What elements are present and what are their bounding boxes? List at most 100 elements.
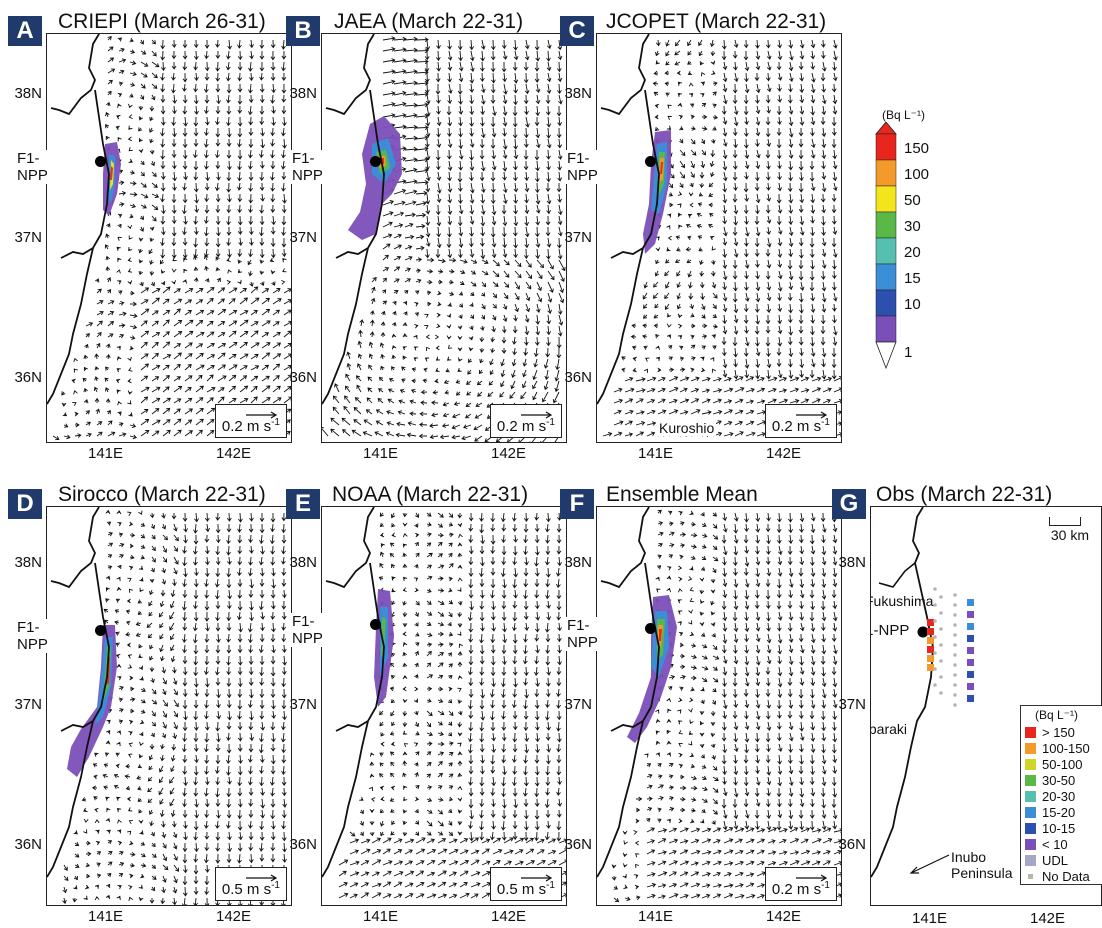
velocity-arrow xyxy=(733,95,737,103)
velocity-arrow xyxy=(183,40,187,48)
velocity-arrow xyxy=(767,62,771,70)
velocity-arrow xyxy=(821,73,825,81)
velocity-arrow xyxy=(415,663,419,667)
flow-field-e xyxy=(322,507,566,905)
velocity-arrow xyxy=(438,259,445,263)
velocity-arrow xyxy=(117,116,121,120)
velocity-arrow xyxy=(130,544,133,548)
velocity-arrow xyxy=(535,513,539,520)
velocity-arrow xyxy=(84,400,88,404)
velocity-arrow xyxy=(271,832,275,840)
velocity-arrow xyxy=(678,600,682,603)
velocity-arrow xyxy=(282,216,286,225)
velocity-arrow xyxy=(680,840,688,844)
velocity-arrow xyxy=(757,839,764,843)
velocity-arrow xyxy=(251,343,259,348)
velocity-arrow xyxy=(636,389,645,393)
velocity-arrow xyxy=(183,106,187,114)
velocity-arrow xyxy=(140,282,144,286)
velocity-arrow xyxy=(504,271,509,277)
velocity-arrow xyxy=(172,249,176,258)
velocity-arrow xyxy=(778,227,782,234)
velocity-arrow xyxy=(669,764,673,767)
velocity-arrow xyxy=(106,576,110,580)
velocity-arrow xyxy=(260,590,264,598)
velocity-arrow xyxy=(138,764,142,767)
velocity-arrow xyxy=(218,376,226,381)
velocity-arrow xyxy=(524,590,528,598)
velocity-arrow xyxy=(370,774,374,777)
velocity-arrow xyxy=(467,381,471,385)
velocity-arrow xyxy=(514,73,518,83)
velocity-arrow xyxy=(470,194,474,203)
velocity-arrow xyxy=(832,348,836,357)
velocity-arrow xyxy=(174,689,178,695)
velocity-arrow xyxy=(152,311,158,315)
velocity-arrow xyxy=(491,95,495,103)
velocity-arrow xyxy=(733,84,737,93)
velocity-arrow xyxy=(481,689,485,698)
velocity-arrow xyxy=(469,689,473,697)
velocity-arrow xyxy=(471,872,480,876)
velocity-arrow xyxy=(491,40,495,49)
velocity-arrow xyxy=(700,590,704,594)
velocity-arrow xyxy=(130,170,134,174)
velocity-arrow xyxy=(174,332,182,338)
velocity-arrow xyxy=(789,590,793,598)
velocity-arrow xyxy=(271,40,275,48)
velocity-arrow xyxy=(273,310,279,315)
velocity-arrow xyxy=(832,799,836,807)
velocity-arrow xyxy=(524,711,528,719)
velocity-arrow xyxy=(148,788,152,792)
velocity-arrow xyxy=(272,579,276,588)
velocity-arrow xyxy=(633,830,636,834)
velocity-arrow xyxy=(676,40,681,46)
velocity-arrow xyxy=(512,359,516,366)
velocity-arrow xyxy=(723,271,727,280)
velocity-arrow xyxy=(173,524,177,531)
velocity-arrow xyxy=(480,733,484,742)
velocity-arrow xyxy=(735,432,743,436)
velocity-arrow xyxy=(669,387,678,392)
velocity-arrow xyxy=(491,700,495,708)
velocity-arrow xyxy=(481,84,485,92)
velocity-arrow xyxy=(777,821,781,830)
no-data-point xyxy=(953,653,957,657)
velocity-arrow xyxy=(426,172,430,181)
velocity-arrow xyxy=(152,876,156,880)
velocity-arrow xyxy=(216,513,220,520)
velocity-arrow xyxy=(369,342,373,348)
velocity-arrow xyxy=(521,392,526,399)
velocity-arrow xyxy=(195,843,199,851)
velocity-arrow xyxy=(130,181,136,185)
velocity-arrow xyxy=(194,117,198,126)
velocity-arrow xyxy=(636,819,639,823)
velocity-arrow xyxy=(655,710,658,714)
velocity-arrow xyxy=(260,711,264,719)
velocity-arrow xyxy=(668,511,672,515)
velocity-arrow xyxy=(678,622,682,626)
velocity-arrow xyxy=(97,321,102,326)
velocity-arrow xyxy=(449,269,454,273)
velocity-arrow xyxy=(702,534,707,538)
velocity-arrow xyxy=(438,612,444,616)
velocity-arrow xyxy=(513,689,517,697)
velocity-arrow xyxy=(379,577,383,581)
velocity-arrow xyxy=(800,51,804,59)
velocity-arrow xyxy=(669,203,673,207)
velocity-arrow xyxy=(260,634,264,642)
velocity-arrow xyxy=(250,282,254,286)
velocity-arrow xyxy=(800,733,804,740)
velocity-arrow xyxy=(745,623,749,631)
velocity-arrow xyxy=(669,850,676,854)
flow-field-b xyxy=(322,34,566,442)
velocity-arrow xyxy=(669,410,678,414)
velocity-arrow xyxy=(514,535,518,542)
npp-site-dot xyxy=(645,156,656,167)
velocity-arrow xyxy=(490,832,494,840)
velocity-arrow xyxy=(789,84,793,92)
velocity-arrow xyxy=(789,722,793,729)
velocity-arrow xyxy=(437,302,440,306)
velocity-arrow xyxy=(381,544,384,548)
velocity-arrow xyxy=(416,213,425,217)
